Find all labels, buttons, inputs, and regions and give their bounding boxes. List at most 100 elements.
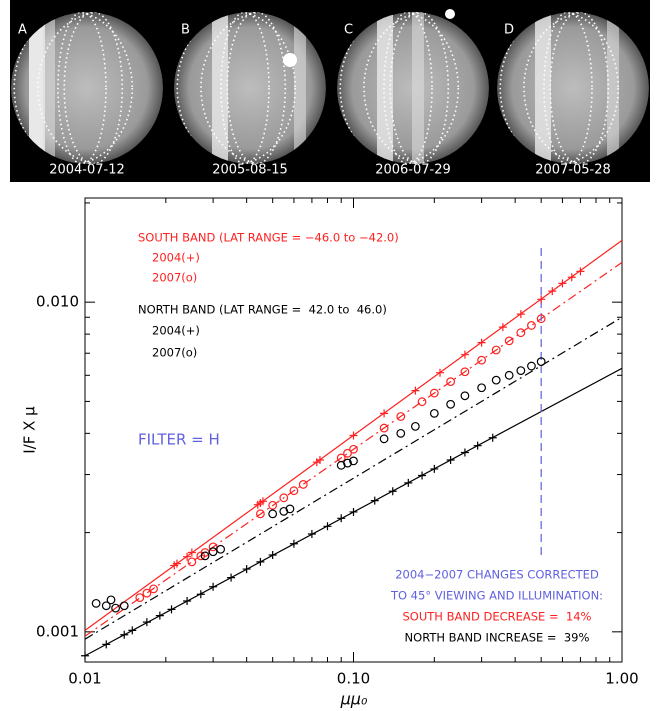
annotation: SOUTH BAND DECREASE = 14%: [403, 610, 592, 624]
point: [208, 542, 218, 552]
point: [128, 626, 137, 635]
latitude-dots: [499, 12, 620, 164]
point: [491, 375, 501, 385]
point: [477, 338, 486, 347]
point: [279, 493, 289, 503]
point: [183, 552, 192, 561]
point: [370, 496, 379, 505]
point: [142, 618, 151, 627]
fit-line: [85, 261, 622, 637]
point: [527, 321, 536, 330]
panel-date: 2005-08-15: [212, 163, 288, 178]
panel-date: 2006-07-29: [375, 163, 451, 178]
moon: [445, 9, 455, 19]
y-axis-label: I/F X μ: [21, 406, 39, 454]
point: [536, 357, 546, 367]
latitude-dots: [383, 12, 433, 164]
point: [155, 611, 164, 620]
bright-band: [607, 12, 619, 164]
point: [460, 448, 469, 457]
point: [460, 367, 470, 377]
point: [558, 279, 567, 288]
point: [516, 366, 526, 376]
point: [208, 547, 218, 557]
point: [446, 377, 456, 387]
planet-image: [174, 12, 326, 164]
bright-band: [535, 12, 551, 164]
fit-line: [85, 316, 622, 640]
point: [106, 595, 116, 605]
point: [111, 603, 120, 613]
point: [187, 557, 197, 567]
point: [418, 471, 427, 480]
latitude-dots: [176, 12, 297, 164]
x-tick-label: 1.00: [605, 670, 638, 688]
bright-band: [294, 12, 306, 164]
bright-band: [43, 12, 55, 164]
latitude-dots: [63, 12, 124, 164]
annotation: 2007(o): [152, 346, 197, 360]
bright-band: [377, 12, 393, 164]
point: [323, 522, 332, 531]
point: [436, 368, 445, 377]
panel-label: C: [344, 23, 353, 38]
point: [255, 509, 265, 519]
point: [537, 295, 546, 304]
point: [380, 409, 389, 418]
latitude-dots: [13, 12, 134, 164]
point: [268, 509, 278, 519]
latitude-dots: [549, 12, 610, 164]
y-tick-label: 0.001: [36, 622, 79, 640]
point: [504, 370, 514, 380]
point: [343, 448, 352, 458]
latitude-dots: [389, 12, 450, 164]
point: [477, 383, 487, 393]
point: [349, 444, 358, 454]
point: [548, 287, 557, 296]
point: [404, 478, 413, 487]
planet-image: [497, 12, 649, 164]
point: [343, 458, 352, 468]
point: [183, 597, 192, 606]
point: [446, 456, 455, 465]
point: [388, 487, 397, 496]
point: [102, 640, 111, 649]
point: [120, 630, 129, 639]
point: [336, 460, 346, 470]
point: [187, 548, 196, 557]
panel-label: B: [181, 23, 190, 38]
point: [567, 273, 576, 282]
latitude-dots: [220, 12, 270, 164]
annotation: 2007(o): [152, 271, 197, 285]
point: [498, 323, 507, 332]
annotation: 2004(+): [152, 324, 200, 338]
planet-image: [337, 12, 489, 164]
point: [473, 441, 482, 450]
point: [289, 539, 298, 548]
point: [379, 434, 389, 444]
annotation: NORTH BAND INCREASE = 39%: [405, 631, 590, 645]
point: [216, 544, 226, 554]
point: [491, 345, 501, 355]
point: [527, 361, 536, 371]
point: [135, 593, 145, 603]
bright-spot: [283, 53, 297, 67]
point: [379, 423, 389, 433]
point: [196, 590, 205, 599]
point: [430, 464, 439, 473]
point: [349, 431, 358, 440]
latitude-dots: [226, 12, 287, 164]
point: [268, 500, 278, 510]
point: [460, 391, 470, 401]
point: [81, 651, 89, 660]
point: [349, 456, 358, 466]
point: [446, 399, 456, 409]
point: [396, 428, 406, 438]
point: [101, 601, 111, 611]
x-axis-label: μμ₀: [340, 690, 368, 709]
point: [349, 507, 358, 516]
point: [488, 433, 497, 442]
panel-label: A: [18, 23, 27, 38]
